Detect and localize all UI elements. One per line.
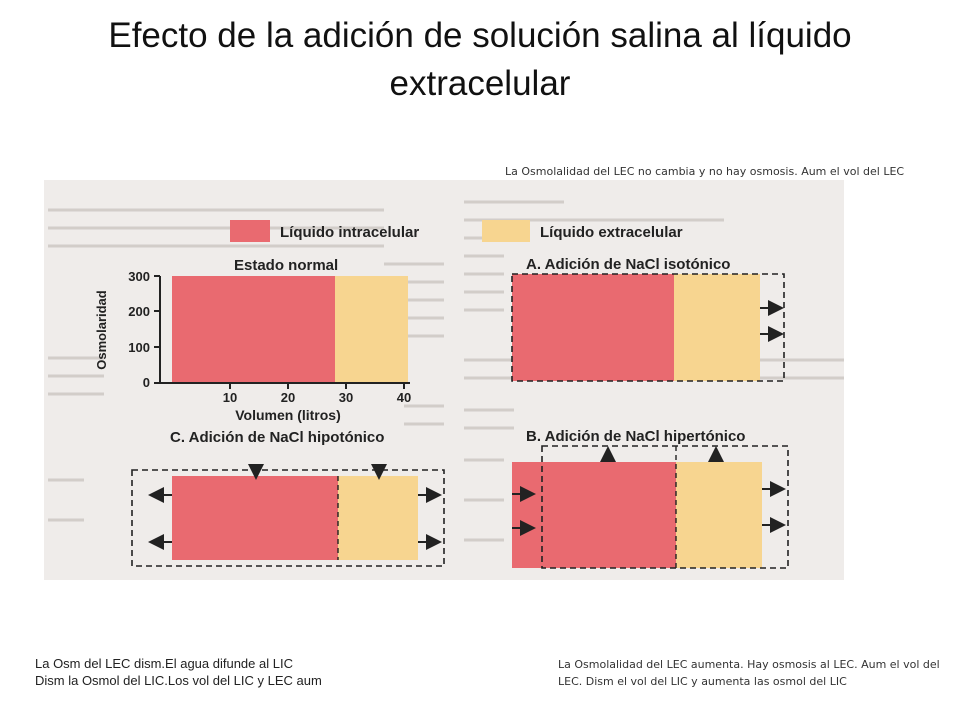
y-axis-label: Osmolaridad xyxy=(94,290,109,370)
panel-a-icf-box xyxy=(512,274,674,381)
note-bottom-left-line2: Dism la Osmol del LIC.Los vol del LIC y … xyxy=(35,673,322,688)
slide-title: Efecto de la adición de solución salina … xyxy=(108,16,852,103)
x-axis-label: Volumen (litros) xyxy=(235,407,341,423)
note-bottom-right: La Osmolalidad del LEC aumenta. Hay osmo… xyxy=(558,658,940,688)
panel-a-title: A. Adición de NaCl isotónico xyxy=(526,256,730,273)
panel-c-title: C. Adición de NaCl hipotónico xyxy=(170,429,384,446)
normal-ecf-box xyxy=(335,276,408,383)
x-axis-ticks xyxy=(229,383,405,389)
figure-svg: Líquido intracelular Líquido extracelula… xyxy=(44,180,844,580)
panel-b-dashed-outline xyxy=(541,445,789,569)
textbook-figure: Líquido intracelular Líquido extracelula… xyxy=(44,180,844,580)
legend-ecf-label: Líquido extracelular xyxy=(540,224,683,241)
x-tick-label: 20 xyxy=(281,390,295,405)
normal-icf-box xyxy=(172,276,335,383)
x-tick-label: 40 xyxy=(397,390,411,405)
y-tick-label: 200 xyxy=(128,304,150,319)
panel-normal-title: Estado normal xyxy=(234,257,338,274)
note-bottom-left-line1: La Osm del LEC dism.El agua difunde al L… xyxy=(35,656,293,671)
y-tick-label: 100 xyxy=(128,340,150,355)
note-bottom-left: La Osm del LEC dism.El agua difunde al L… xyxy=(35,655,365,689)
x-tick-label: 10 xyxy=(223,390,237,405)
panel-c-ecf-box xyxy=(338,476,418,560)
panel-b-icf-box xyxy=(512,462,676,568)
panel-c-outer-dashed-outline xyxy=(131,469,445,567)
panel-c-icf-box xyxy=(172,476,338,560)
y-axis-ticks xyxy=(154,275,160,384)
panel-a-ecf-box xyxy=(674,274,760,381)
panel-b-ecf-box xyxy=(676,462,762,568)
y-tick-label: 0 xyxy=(143,375,150,390)
legend-icf-label: Líquido intracelular xyxy=(280,224,419,241)
note-top-right: La Osmolalidad del LEC no cambia y no ha… xyxy=(505,165,905,178)
panel-a-dashed-outline xyxy=(511,273,785,382)
x-tick-label: 30 xyxy=(339,390,353,405)
y-tick-label: 300 xyxy=(128,269,150,284)
panel-b-title: B. Adición de NaCl hipertónico xyxy=(526,428,745,445)
legend-ecf-swatch xyxy=(482,220,530,242)
legend-icf-swatch xyxy=(230,220,270,242)
